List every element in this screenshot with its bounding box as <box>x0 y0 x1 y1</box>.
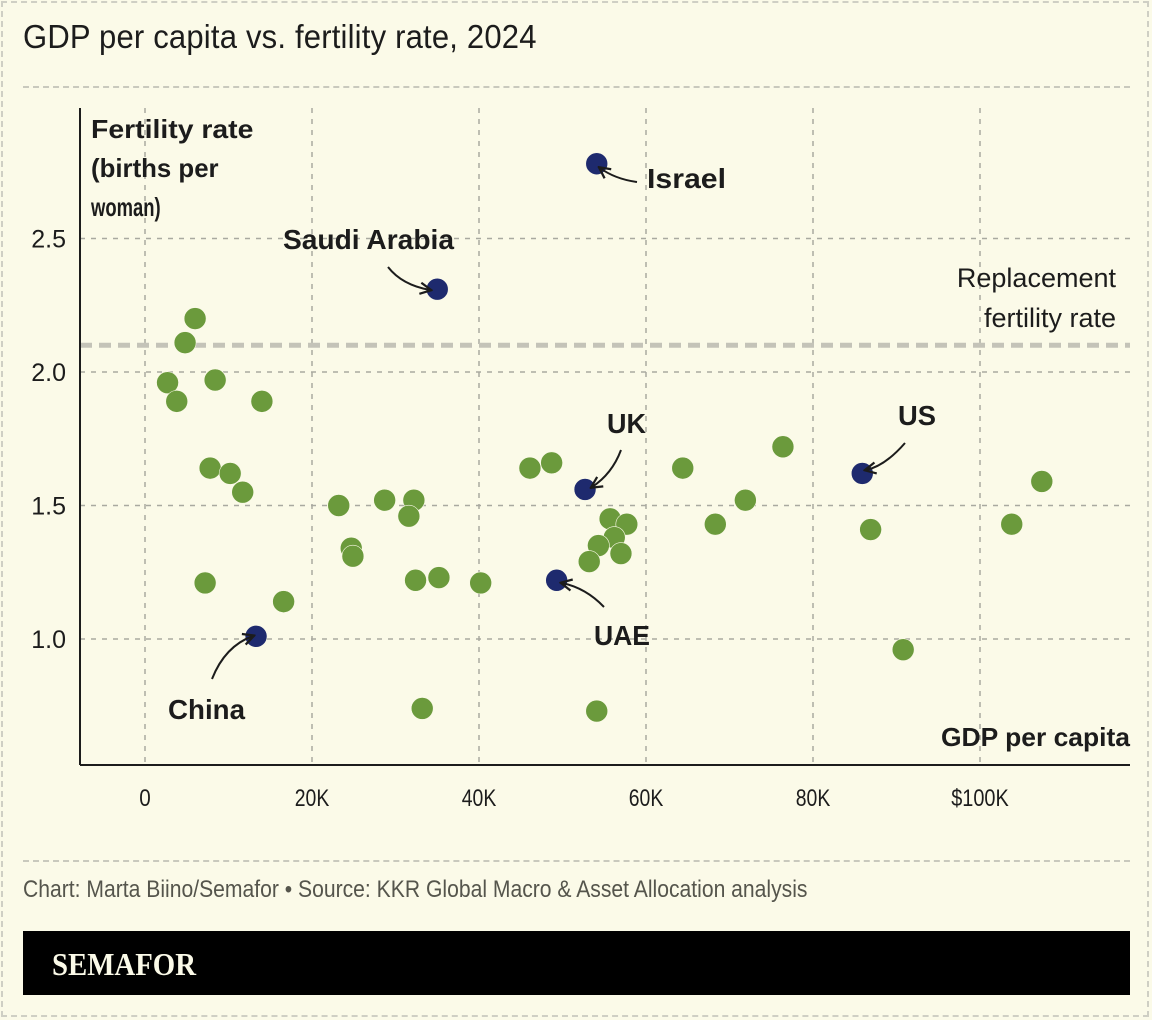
data-point <box>341 544 365 568</box>
x-tick-label: 40K <box>462 785 497 812</box>
data-point <box>250 390 274 413</box>
brand-logo: SEMAFOR <box>52 946 196 982</box>
data-point <box>198 456 222 480</box>
annotations: Israel Saudi Arabia UK US UAE China <box>168 163 936 725</box>
x-tick-label: 80K <box>796 785 831 812</box>
annotation-label-china: China <box>168 694 245 725</box>
data-point <box>585 699 609 723</box>
data-point <box>193 571 217 595</box>
data-point <box>577 550 601 573</box>
data-point <box>203 368 227 392</box>
data-point <box>427 566 451 589</box>
data-point <box>156 371 179 394</box>
annotation-label-saudi-arabia: Saudi Arabia <box>283 224 454 255</box>
data-point-us <box>850 462 874 485</box>
x-tick-label: 20K <box>295 785 330 812</box>
data-point <box>397 504 421 528</box>
annotation-arrow-uae <box>562 583 605 608</box>
data-point <box>518 456 542 480</box>
data-point <box>373 488 396 512</box>
data-point <box>404 568 427 592</box>
data-point <box>609 542 633 565</box>
chart-title: GDP per capita vs. fertility rate, 2024 <box>23 18 537 55</box>
data-point <box>218 462 242 485</box>
annotation-label-israel: Israel <box>647 163 726 194</box>
annotation-arrow-israel <box>600 168 638 183</box>
scatter-plot: Replacement fertility rate 0 20K 40K 60K 80K $… <box>31 108 1131 812</box>
data-point <box>891 638 915 661</box>
y-axis-title: (births per <box>91 153 219 183</box>
annotation-label-uae: UAE <box>594 620 650 651</box>
data-point <box>327 494 351 517</box>
annotation-label-us: US <box>898 400 936 431</box>
annotation-arrow-saudi-arabia <box>387 266 430 290</box>
data-point <box>1030 470 1054 493</box>
data-point <box>1000 512 1024 536</box>
annotation-arrow-uk <box>592 449 622 487</box>
replacement-rate-label: Replacement <box>957 263 1117 293</box>
brand-bar: SEMAFOR <box>23 931 1130 995</box>
data-point <box>734 488 757 512</box>
x-tick-label: $100K <box>951 785 1009 812</box>
data-point-china <box>244 625 268 648</box>
data-point-uae <box>545 568 568 592</box>
data-point <box>272 590 295 613</box>
annotation-label-uk: UK <box>607 408 646 439</box>
data-point <box>704 512 727 536</box>
header-divider <box>23 86 1130 88</box>
x-axis-title: GDP per capita <box>941 722 1131 752</box>
data-point-uk <box>573 478 597 501</box>
y-tick-label: 2.5 <box>31 226 66 254</box>
data-point <box>469 571 492 595</box>
x-tick-label: 60K <box>629 785 664 812</box>
footer-divider <box>23 860 1130 862</box>
y-tick-label: 2.0 <box>31 359 66 387</box>
replacement-rate-label: fertility rate <box>984 303 1116 333</box>
data-point <box>771 435 795 459</box>
x-tick-label: 0 <box>139 785 151 812</box>
data-point <box>231 480 254 504</box>
y-tick-label: 1.5 <box>31 493 66 521</box>
annotation-arrow-china <box>211 636 253 680</box>
grid <box>80 108 1130 765</box>
data-point <box>410 697 434 720</box>
replacement-line-group: Replacement fertility rate <box>80 263 1130 348</box>
data-point <box>173 331 197 354</box>
y-axis-title: Fertility rate <box>91 114 253 144</box>
data-point <box>165 390 189 413</box>
annotation-arrow-us <box>866 442 906 470</box>
data-point <box>540 451 563 475</box>
data-point <box>183 307 207 330</box>
data-point <box>671 456 695 480</box>
chart-credit: Chart: Marta Biino/Semafor • Source: KKR… <box>23 876 808 903</box>
y-tick-label: 1.0 <box>31 626 66 654</box>
axes: 0 20K 40K 60K 80K $100K 1.0 1.5 2.0 2.5 Fertility … <box>31 108 1131 812</box>
y-axis-title: woman) <box>90 192 160 222</box>
data-point <box>859 518 882 541</box>
